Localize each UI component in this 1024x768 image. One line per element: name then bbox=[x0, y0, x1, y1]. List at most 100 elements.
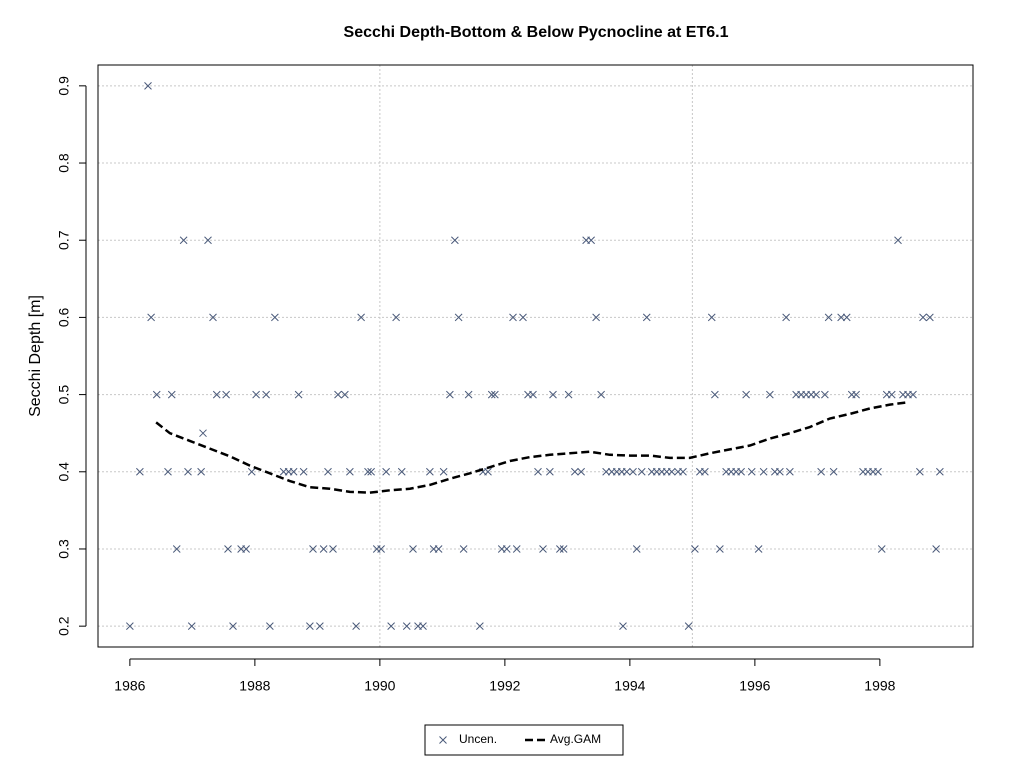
point bbox=[224, 545, 232, 553]
point bbox=[716, 545, 724, 553]
legend-box bbox=[424, 724, 624, 756]
point bbox=[894, 236, 902, 245]
point bbox=[592, 313, 600, 322]
point bbox=[926, 313, 934, 322]
point bbox=[909, 390, 917, 399]
point bbox=[766, 390, 774, 399]
x-tick-label: 1988 bbox=[239, 678, 270, 694]
point bbox=[519, 313, 527, 322]
point bbox=[667, 467, 676, 476]
point bbox=[409, 545, 417, 553]
point bbox=[262, 390, 270, 399]
point bbox=[509, 313, 517, 322]
point bbox=[587, 236, 595, 245]
point bbox=[701, 467, 709, 476]
point bbox=[632, 545, 641, 553]
point bbox=[187, 622, 196, 631]
point bbox=[487, 390, 496, 399]
gam-line bbox=[155, 401, 909, 494]
point bbox=[136, 467, 144, 476]
point bbox=[419, 622, 427, 631]
point bbox=[842, 313, 851, 322]
x-tick-label: 1996 bbox=[739, 678, 770, 694]
point bbox=[529, 390, 537, 399]
point bbox=[357, 313, 365, 322]
point bbox=[434, 545, 443, 553]
point bbox=[817, 467, 825, 476]
point bbox=[242, 545, 250, 553]
point bbox=[829, 467, 838, 476]
point bbox=[451, 236, 459, 245]
point bbox=[346, 467, 354, 476]
point bbox=[622, 467, 631, 476]
legend-label: Uncen. bbox=[459, 732, 497, 746]
point bbox=[382, 467, 390, 476]
point bbox=[491, 390, 499, 399]
y-tick-label: 0.7 bbox=[56, 230, 72, 250]
point bbox=[247, 467, 256, 476]
point bbox=[737, 467, 745, 476]
y-tick-label: 0.3 bbox=[56, 539, 72, 559]
point bbox=[402, 622, 411, 631]
point bbox=[564, 390, 573, 399]
point bbox=[352, 622, 360, 631]
point bbox=[887, 390, 896, 399]
point bbox=[334, 390, 342, 399]
point bbox=[824, 313, 833, 322]
point bbox=[602, 467, 610, 476]
point bbox=[212, 390, 221, 399]
point bbox=[597, 390, 605, 399]
point bbox=[454, 313, 463, 322]
point bbox=[426, 467, 434, 476]
point bbox=[229, 622, 237, 631]
point bbox=[754, 545, 763, 553]
point bbox=[476, 622, 484, 631]
point bbox=[271, 313, 279, 322]
point bbox=[512, 545, 521, 553]
point bbox=[319, 545, 328, 553]
point bbox=[289, 467, 298, 476]
point bbox=[502, 545, 511, 553]
x-tick-label: 1994 bbox=[614, 678, 645, 694]
x-tick-label: 1992 bbox=[489, 678, 520, 694]
point bbox=[397, 467, 406, 476]
y-tick-label: 0.2 bbox=[56, 616, 72, 636]
point bbox=[539, 545, 547, 553]
point bbox=[197, 467, 205, 476]
point bbox=[707, 313, 716, 322]
point bbox=[172, 545, 181, 553]
point bbox=[759, 467, 768, 476]
point bbox=[316, 622, 324, 631]
point bbox=[559, 545, 568, 553]
point bbox=[916, 467, 924, 476]
point bbox=[152, 390, 161, 399]
point bbox=[144, 81, 152, 90]
point bbox=[786, 467, 794, 476]
legend-marker bbox=[439, 736, 447, 744]
point bbox=[126, 622, 134, 631]
point bbox=[877, 545, 886, 553]
point bbox=[266, 622, 274, 631]
point bbox=[821, 390, 829, 399]
y-tick-label: 0.4 bbox=[56, 462, 72, 482]
point bbox=[619, 622, 627, 631]
point bbox=[341, 390, 349, 399]
point bbox=[936, 467, 944, 476]
point bbox=[222, 390, 230, 399]
point bbox=[184, 467, 192, 476]
point bbox=[932, 545, 940, 553]
point bbox=[324, 467, 332, 476]
point bbox=[209, 313, 217, 322]
y-tick-label: 0.5 bbox=[56, 385, 72, 405]
point bbox=[179, 236, 188, 245]
point bbox=[852, 390, 860, 399]
point bbox=[742, 390, 750, 399]
point bbox=[679, 467, 687, 476]
point bbox=[691, 545, 699, 553]
point bbox=[747, 467, 756, 476]
point bbox=[642, 313, 651, 322]
point bbox=[637, 467, 646, 476]
x-tick-label: 1998 bbox=[864, 678, 895, 694]
